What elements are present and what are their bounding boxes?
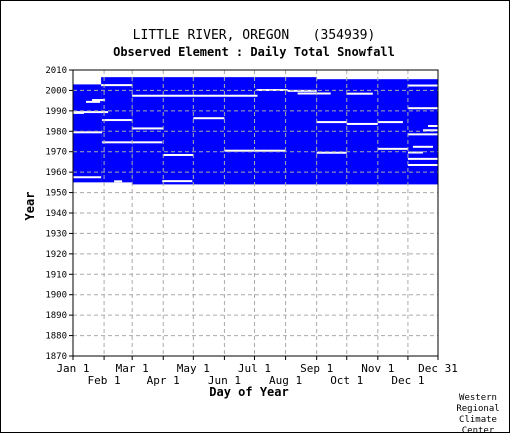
y-tick-label-1920: 1920 (45, 250, 67, 260)
coverage-block-1 (73, 84, 102, 183)
x-tick-label-182: Jul 1 (238, 362, 271, 375)
missing-segment-12 (73, 111, 109, 114)
missing-segment-16 (316, 121, 347, 124)
grid-lines (73, 70, 438, 356)
y-tick-label-1940: 1940 (45, 209, 67, 219)
credit-line-4: Center (462, 426, 495, 434)
missing-segment-22 (73, 131, 103, 134)
y-tick-label-1970: 1970 (45, 148, 67, 158)
missing-segment-30 (163, 153, 194, 156)
missing-segment-3 (407, 84, 438, 87)
y-tick-label-1960: 1960 (45, 168, 67, 178)
missing-segment-5 (132, 94, 258, 97)
y-tick-label-1880: 1880 (45, 332, 67, 342)
y-tick-label-2010: 2010 (45, 66, 67, 76)
missing-segment-4 (297, 92, 331, 95)
x-axis-label: Day of Year (209, 385, 288, 399)
x-tick-label-274: Oct 1 (330, 374, 363, 387)
x-tick-label-91: Apr 1 (147, 374, 180, 387)
missing-segment-8 (346, 92, 373, 95)
missing-segment-14 (193, 117, 225, 120)
missing-segment-15 (102, 119, 133, 122)
missing-segment-26 (377, 147, 408, 150)
missing-segment-9 (92, 99, 106, 102)
missing-segment-13 (73, 111, 85, 114)
y-tick-label-2000: 2000 (45, 86, 67, 96)
y-tick-label-1990: 1990 (45, 107, 67, 117)
x-tick-label-1: Jan 1 (56, 362, 89, 375)
y-tick-label-1870: 1870 (45, 352, 67, 362)
credit-line-3: Climate (459, 415, 497, 425)
missing-segment-23 (407, 133, 438, 136)
x-tick-label-335: Dec 1 (391, 374, 424, 387)
y-axis-label: Year (23, 192, 37, 221)
missing-segment-2 (101, 84, 133, 87)
missing-segment-25 (412, 145, 433, 148)
missing-segment-20 (132, 127, 164, 130)
missing-segment-10 (86, 100, 101, 103)
missing-segment-35 (162, 180, 193, 183)
x-tick-label-60: Mar 1 (116, 362, 149, 375)
missing-segment-33 (73, 176, 102, 179)
x-tick-label-244: Sep 1 (300, 362, 333, 375)
y-tick-label-1930: 1930 (45, 229, 67, 239)
x-tick-label-121: May 1 (177, 362, 210, 375)
y-tick-label-1910: 1910 (45, 270, 67, 280)
credit-line-2: Regional (456, 404, 499, 414)
x-tick-label-32: Feb 1 (88, 374, 121, 387)
data-blocks (73, 77, 438, 185)
chart-subtitle: Observed Element : Daily Total Snowfall (113, 45, 395, 59)
missing-segment-1 (73, 82, 102, 85)
missing-segment-7 (287, 89, 317, 92)
y-tick-label-1950: 1950 (45, 189, 67, 199)
x-tick-label-213: Aug 1 (269, 374, 302, 387)
y-tick-label-1900: 1900 (45, 291, 67, 301)
missing-segment-31 (407, 157, 438, 160)
missing-segment-32 (407, 163, 438, 166)
x-tick-label-365: Dec 31 (418, 362, 458, 375)
missing-segment-18 (377, 121, 403, 124)
missing-segment-34 (114, 180, 123, 183)
y-axis-ticks: 2010 2000 1990 1980 1970 1960 1950 1940 1930 1920… (45, 66, 73, 362)
chart-title: LITTLE RIVER, OREGON (354939) (133, 28, 376, 43)
x-tick-label-152: Jun 1 (208, 374, 241, 387)
missing-segment-21 (422, 129, 438, 132)
coverage-block-4 (316, 79, 438, 185)
missing-segment-27 (224, 149, 286, 152)
missing-segment-11 (407, 107, 438, 110)
missing-segment-19 (427, 124, 438, 127)
missing-segment-17 (346, 122, 378, 125)
y-tick-label-1890: 1890 (45, 311, 67, 321)
coverage-block-2 (101, 77, 133, 183)
credit: Western Regional Climate Center (456, 393, 499, 436)
x-tick-label-305: Nov 1 (361, 362, 394, 375)
missing-segment-29 (407, 151, 423, 154)
x-axis-ticks: Jan 1 Mar 1 May 1 Jul 1 Sep 1 Nov 1 Dec 31 Feb … (56, 356, 458, 387)
credit-line-1: Western (459, 393, 497, 403)
y-tick-label-1980: 1980 (45, 127, 67, 137)
missing-segment-28 (316, 151, 347, 154)
